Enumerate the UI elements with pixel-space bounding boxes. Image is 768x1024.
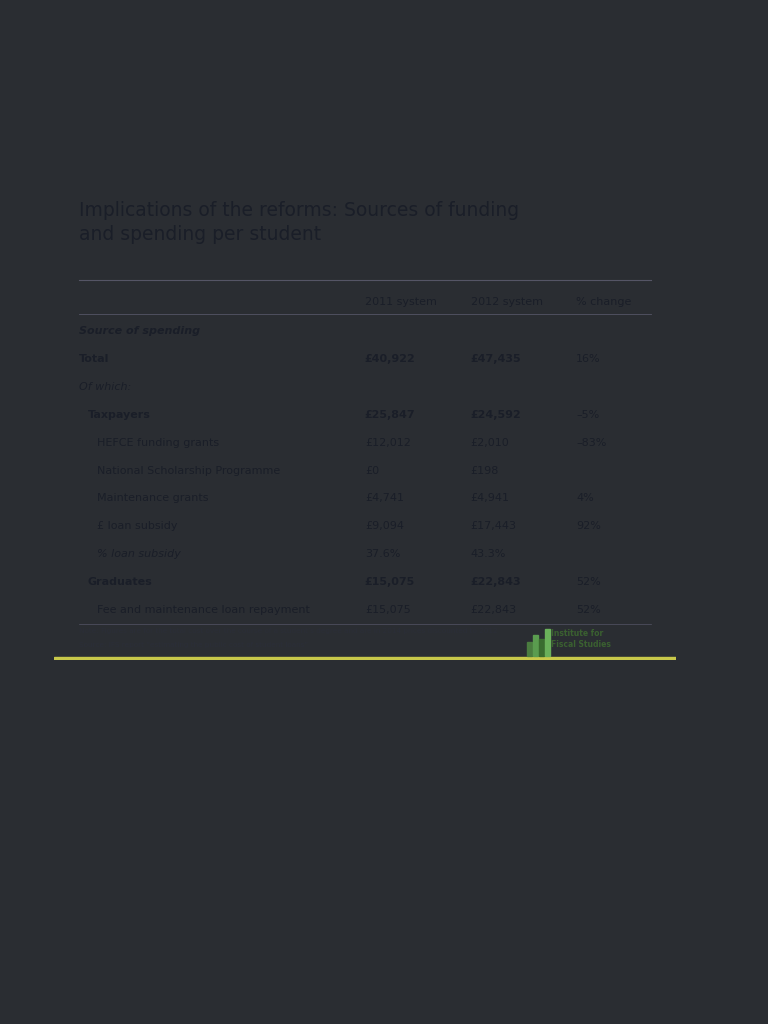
Text: £12,012: £12,012	[365, 437, 411, 447]
Text: HEFCE funding grants: HEFCE funding grants	[98, 437, 220, 447]
Bar	[545, 629, 550, 655]
Text: Taxpayers: Taxpayers	[88, 410, 151, 420]
Text: Implications of the reforms: Sources of funding
and spending per student: Implications of the reforms: Sources of …	[78, 201, 518, 244]
Text: Of which:: Of which:	[78, 382, 131, 392]
Text: Maintenance grants: Maintenance grants	[98, 494, 209, 504]
Text: % loan subsidy: % loan subsidy	[98, 549, 181, 559]
Bar	[539, 639, 544, 655]
Text: £ loan subsidy: £ loan subsidy	[98, 521, 178, 531]
Bar	[54, 656, 676, 660]
Text: % change: % change	[576, 297, 632, 307]
Text: £22,843: £22,843	[471, 578, 521, 587]
Text: Source of spending: Source of spending	[78, 326, 200, 336]
Text: National Scholarship Programme: National Scholarship Programme	[98, 466, 280, 475]
Bar	[533, 636, 538, 655]
Text: Fee and maintenance loan repayment: Fee and maintenance loan repayment	[98, 605, 310, 615]
Text: £0: £0	[365, 466, 379, 475]
Text: £24,592: £24,592	[471, 410, 521, 420]
Text: 2012 system: 2012 system	[471, 297, 542, 307]
Text: –5%: –5%	[576, 410, 600, 420]
Text: £4,941: £4,941	[471, 494, 509, 504]
Text: £4,741: £4,741	[365, 494, 404, 504]
Text: 43.3%: 43.3%	[471, 549, 506, 559]
Bar	[527, 642, 531, 655]
Text: 52%: 52%	[576, 578, 601, 587]
Text: 2011 system: 2011 system	[365, 297, 437, 307]
Text: Institute for
Fiscal Studies: Institute for Fiscal Studies	[551, 629, 611, 649]
Text: £22,843: £22,843	[471, 605, 517, 615]
Text: 52%: 52%	[576, 605, 601, 615]
Text: £9,094: £9,094	[365, 521, 404, 531]
Text: Total: Total	[78, 354, 109, 364]
Text: –83%: –83%	[576, 437, 607, 447]
Text: 16%: 16%	[576, 354, 601, 364]
Text: £17,443: £17,443	[471, 521, 517, 531]
Text: £15,075: £15,075	[365, 605, 411, 615]
Text: Note: Figures are for the total cost over the course of a student’s degree and a: Note: Figures are for the total cost ove…	[78, 628, 497, 634]
Text: £25,847: £25,847	[365, 410, 415, 420]
Text: £2,010: £2,010	[471, 437, 509, 447]
Text: Graduates: Graduates	[88, 578, 153, 587]
Text: 4%: 4%	[576, 494, 594, 504]
Text: 92%: 92%	[576, 521, 601, 531]
Text: 37.6%: 37.6%	[365, 549, 400, 559]
Text: £15,075: £15,075	[365, 578, 415, 587]
Text: £40,922: £40,922	[365, 354, 415, 364]
Text: £198: £198	[471, 466, 499, 475]
Text: Source: IFS report “estimating the public cost of student loans”: Source: IFS report “estimating the publi…	[78, 642, 308, 648]
Text: £47,435: £47,435	[471, 354, 521, 364]
